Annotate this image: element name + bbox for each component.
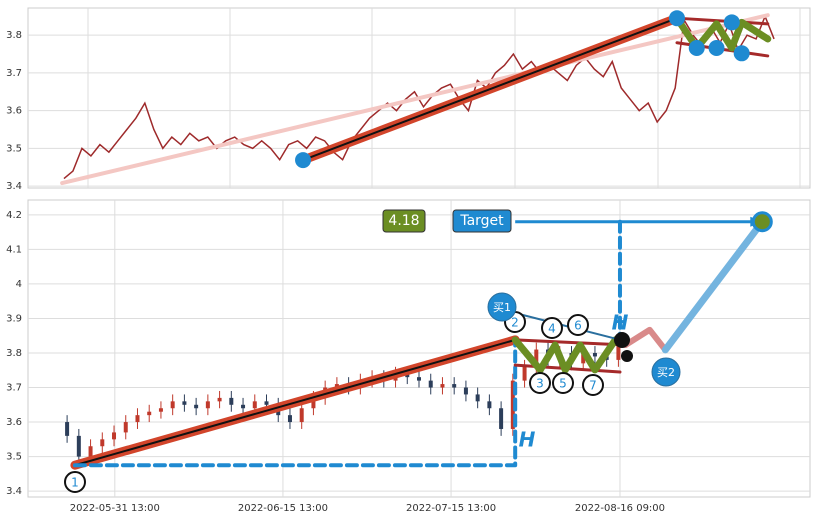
candle-body (522, 366, 527, 381)
target-dot (751, 211, 773, 233)
buy-marker (487, 292, 517, 322)
signal-dot (708, 40, 725, 56)
y-tick-label: 3.6 (6, 417, 22, 428)
candle-body (194, 404, 199, 409)
candle-body (182, 401, 187, 405)
candle-body (475, 394, 480, 402)
candle-body (229, 397, 234, 405)
y-tick-label: 4.1 (6, 244, 22, 255)
candle-body (123, 422, 128, 433)
value-box (382, 209, 426, 233)
point-label: 4 (548, 322, 556, 336)
point-label: 6 (574, 319, 582, 333)
y-tick-label: 3.7 (6, 383, 22, 394)
point-marker (529, 372, 551, 394)
candle-body (252, 401, 257, 409)
target-box (452, 209, 512, 233)
x-tick-label: 2022-06-15 13:00 (238, 503, 328, 514)
top-vgrid (87, 8, 801, 188)
signal-dot (723, 14, 740, 31)
point-label: 7 (589, 379, 597, 393)
y-tick-label: 3.5 (6, 143, 22, 154)
candle-body (65, 422, 70, 436)
signal-dot (733, 45, 750, 62)
y-tick-label: 3.9 (6, 313, 22, 324)
height-label: H (612, 311, 629, 335)
buy-marker (651, 357, 681, 387)
candle-body (217, 397, 222, 402)
y-tick-label: 4 (16, 279, 22, 290)
x-tick-label: 2022-07-15 13:00 (406, 503, 496, 514)
y-tick-label: 3.5 (6, 452, 22, 463)
candle-body (205, 401, 210, 409)
candle-body (311, 397, 316, 409)
annotation-line (622, 326, 669, 353)
x-tick-label: 2022-08-16 09:00 (575, 503, 665, 514)
signal-dot (668, 10, 685, 27)
candle-body (440, 384, 445, 388)
annotation-line (73, 338, 517, 467)
candle-body (147, 411, 152, 416)
y-tick-label: 3.6 (6, 106, 22, 117)
y-tick-label: 3.8 (6, 30, 22, 41)
signal-dot (295, 152, 312, 169)
annotation-line (511, 336, 619, 374)
annotation-line (513, 338, 627, 347)
candle-body (499, 408, 504, 429)
annotation-line (60, 13, 770, 186)
candle-body (135, 415, 140, 423)
candle-body (581, 352, 586, 364)
candle-body (463, 387, 468, 395)
point-marker (552, 372, 574, 394)
candle-body (287, 415, 292, 423)
candle-body (100, 439, 105, 447)
y-tick-label: 3.4 (6, 181, 22, 192)
point-label: 1 (71, 476, 79, 490)
point-marker (64, 471, 86, 493)
height-label: H (519, 428, 536, 452)
target-value: 4.18 (388, 213, 419, 229)
candle-body (510, 380, 515, 429)
candle-body (76, 435, 81, 457)
candle-body (170, 401, 175, 409)
candle-body (112, 432, 117, 440)
candle-body (405, 373, 410, 378)
candle-body (534, 349, 539, 367)
y-tick-label: 3.4 (6, 486, 22, 497)
point-label: 2 (511, 316, 519, 330)
point-label: 买2 (657, 366, 675, 379)
target-label: Target (459, 213, 504, 229)
candle-body (334, 384, 339, 388)
candle-body (487, 401, 492, 409)
candle-body (616, 346, 621, 360)
bottom-panel (27, 199, 811, 498)
candle-body (264, 401, 269, 405)
y-tick-label: 3.8 (6, 348, 22, 359)
candle-body (428, 380, 433, 388)
point-marker (567, 314, 589, 336)
annotation-line (302, 17, 678, 162)
point-label: 买1 (493, 301, 511, 314)
point-label: 5 (559, 377, 567, 391)
point-label: 3 (536, 377, 544, 391)
annotation-line (661, 218, 766, 354)
candle-body (158, 408, 163, 412)
end-dot (621, 350, 633, 362)
candle-body (299, 408, 304, 423)
candle-body (417, 377, 421, 381)
x-tick-label: 2022-05-31 13:00 (70, 503, 160, 514)
annotation-line (675, 16, 770, 26)
point-marker (541, 317, 563, 339)
y-tick-label: 3.7 (6, 68, 22, 79)
point-marker (582, 374, 604, 396)
candle-body (592, 352, 597, 357)
end-dot (614, 332, 630, 348)
candle-body (241, 404, 246, 409)
candle-body (88, 446, 93, 457)
signal-dot (688, 40, 705, 56)
annotation-line (72, 337, 518, 468)
candle-body (452, 384, 457, 388)
y-tick-label: 4.2 (6, 210, 22, 221)
